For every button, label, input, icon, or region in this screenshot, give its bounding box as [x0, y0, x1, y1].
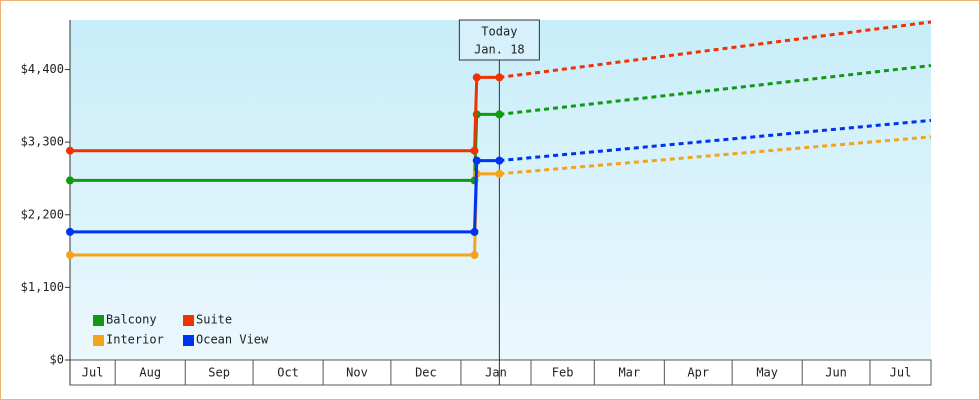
x-tick-label: Nov	[346, 366, 368, 380]
y-tick-label: $2,200	[21, 207, 64, 221]
point	[66, 146, 74, 155]
today-label: Today	[481, 25, 517, 39]
projection-line	[499, 135, 932, 176]
x-tick-label: Jun	[825, 366, 847, 380]
x-tick-label: Dec	[415, 366, 437, 380]
point	[495, 156, 504, 165]
point	[495, 73, 504, 82]
point	[472, 156, 481, 165]
point	[66, 251, 74, 260]
x-tick-label: Jan	[485, 366, 507, 380]
plot-area	[70, 20, 931, 360]
projection-line	[499, 118, 932, 163]
y-tick-label: $3,300	[21, 135, 64, 149]
point	[470, 146, 479, 155]
point	[470, 251, 479, 260]
legend-label: Suite	[196, 313, 232, 327]
series-line	[70, 159, 500, 234]
y-tick-label: $4,400	[21, 62, 64, 76]
x-tick-label: May	[756, 366, 778, 380]
legend-swatch	[183, 335, 194, 346]
x-tick-label: Feb	[552, 366, 574, 380]
x-tick-label: Jul	[890, 366, 912, 380]
point	[66, 176, 74, 185]
legend-swatch	[183, 315, 194, 326]
point	[66, 227, 74, 236]
legend-swatch	[93, 315, 104, 326]
point	[495, 169, 504, 178]
projection-line	[499, 20, 932, 79]
legend-label: Ocean View	[196, 333, 269, 347]
point	[470, 227, 479, 236]
projection-line	[499, 64, 932, 116]
x-tick-label: Oct	[277, 366, 299, 380]
series-line	[70, 75, 500, 153]
legend-label: Interior	[106, 333, 164, 347]
y-tick-label: $1,100	[21, 280, 64, 294]
today-label: Jan. 18	[474, 43, 525, 57]
legend-swatch	[93, 335, 104, 346]
x-tick-label: Jul	[82, 366, 104, 380]
x-tick-label: Aug	[139, 366, 161, 380]
x-tick-label: Mar	[618, 366, 640, 380]
x-tick-label: Apr	[687, 366, 709, 380]
point	[472, 73, 481, 82]
x-tick-label: Sep	[208, 366, 230, 380]
y-tick-label: $0	[50, 353, 64, 367]
today-box	[458, 19, 540, 61]
point	[495, 110, 504, 119]
legend-label: Balcony	[106, 313, 157, 327]
x-axis-band	[69, 359, 932, 386]
